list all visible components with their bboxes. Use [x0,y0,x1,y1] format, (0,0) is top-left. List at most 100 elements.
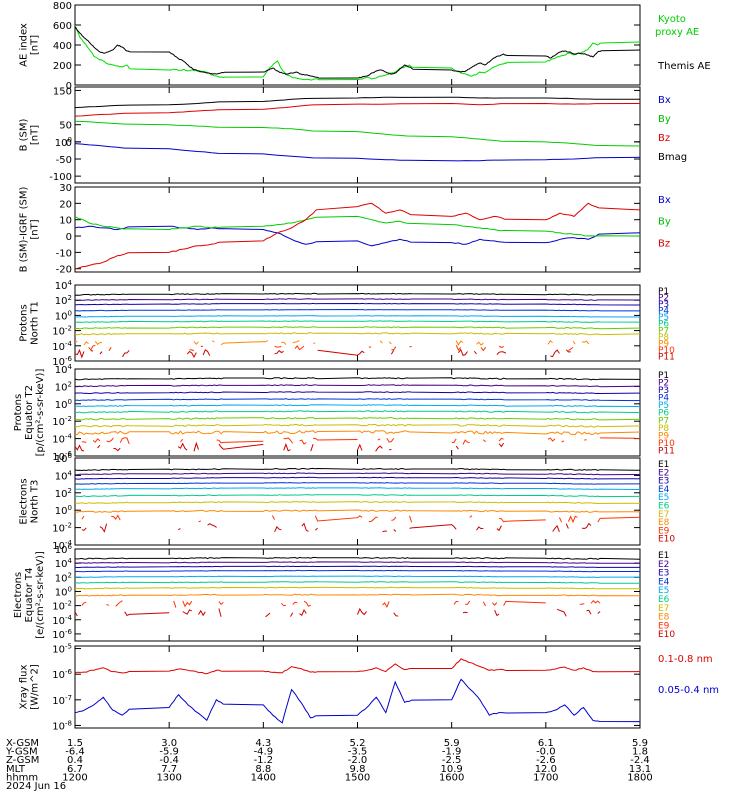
series-line-bx [75,144,640,161]
series-line-bz [75,203,640,268]
x-row-value: 1700 [533,772,558,783]
channel-line-e6 [75,582,640,584]
channel-segment-p10 [284,438,293,443]
channel-segment-p10 [181,439,183,442]
channel-segment-p10 [295,346,304,350]
channel-segment-e9 [107,605,109,606]
channel-line-e2 [75,473,640,475]
channel-segment-e10 [557,609,566,616]
y-tick-label: 200 [53,61,72,72]
channel-segment-p10 [387,438,394,442]
channel-segment-e10 [382,531,387,532]
channel-segment-p9 [456,341,463,346]
channel-segment-p10 [93,439,100,442]
legend-entry: Kyoto [658,14,686,25]
y-tick-label: 50 [59,121,72,132]
channel-segment-p9 [548,341,553,345]
series-line-by [75,121,640,146]
channel-segment-p11 [123,350,130,357]
channel-segment-p9 [212,341,214,342]
channel-segment-e9 [304,601,311,606]
y-axis-label: Protons [13,394,24,431]
channel-line-p1 [75,378,640,380]
y-axis-label: Electrons [19,478,30,524]
legend-entry: 0.1-0.8 nm [658,654,713,665]
channel-segment-p10 [217,440,264,443]
legend-entry: By [658,114,671,125]
y-axis-label: Xray flux [19,665,30,710]
channel-segment-e9 [391,517,396,521]
channel-segment-p11 [284,444,291,451]
channel-segment-e10 [125,612,170,616]
series-line-0-1-0-8-nm [75,659,640,674]
channel-segment-e10 [598,612,600,614]
x-row-value: 1600 [439,772,464,783]
y-tick-label: 600 [53,21,72,32]
channel-line-p1 [75,293,640,295]
legend-entry: Themis AE [657,61,711,72]
channel-line-e6 [75,495,640,497]
channel-segment-p11 [497,352,506,355]
y-axis-label: [nT] [30,35,41,55]
channel-line-p9 [75,431,640,435]
panel-frame [75,87,640,183]
channel-line-p6 [75,411,640,413]
channel-segment-e10 [358,609,367,615]
channel-line-e3 [75,477,640,479]
y-axis-label: [e/(cm²-s-sr-keV)] [35,551,46,639]
channel-segment-p11 [203,350,210,356]
y-axis-label: Protons [19,304,30,341]
channel-segment-p10 [391,347,396,350]
channel-segment-p9 [582,341,589,344]
legend-entry: By [658,217,671,228]
channel-segment-e10 [266,613,271,617]
y-tick-label: 10-2 [52,415,72,428]
legend-entry: P11 [658,446,675,456]
channel-segment-p10 [548,438,555,441]
channel-segment-e9 [492,603,497,606]
legend-entry: E10 [658,535,675,545]
channel-segment-e10 [410,525,457,530]
y-tick-label: 10-4 [52,340,72,353]
y-tick-label: 400 [53,41,72,52]
channel-line-p5 [75,316,640,318]
channel-segment-p11 [474,351,476,354]
y-tick-label: -10 [56,248,72,259]
channel-segment-p11 [499,443,504,446]
channel-segment-e10 [291,613,293,617]
legend-entry: Bz [658,133,670,144]
channel-line-e5 [75,576,640,577]
channel-segment-e9 [568,516,577,522]
channel-line-p4 [75,310,640,312]
legend-entry: Bz [658,238,670,249]
channel-segment-p10 [499,438,504,441]
channel-line-p2 [75,385,640,387]
channel-line-p8 [75,424,640,427]
channel-segment-p9 [221,341,268,345]
x-row-value: 1400 [251,772,276,783]
series-line-bmag [75,97,640,107]
legend-entry: Bx [658,195,671,206]
channel-segment-p11 [376,446,383,451]
channel-segment-e10 [100,524,107,532]
channel-segment-e9 [174,601,176,608]
channel-line-e3 [75,566,640,567]
channel-segment-e9 [470,516,472,518]
channel-segment-p9 [477,342,484,345]
y-tick-label: 100 [55,504,72,517]
y-tick-label: 104 [55,557,73,570]
channel-segment-e10 [497,526,502,531]
channel-segment-p10 [562,441,564,442]
y-tick-label: 104 [55,279,73,292]
channel-segment-p9 [380,341,382,343]
channel-segment-p10 [463,440,470,444]
channel-segment-e10 [587,610,592,614]
y-tick-label: -50 [56,155,72,166]
channel-segment-p10 [584,440,586,441]
y-tick-label: -20 [56,265,72,276]
channel-segment-e9 [465,601,470,605]
